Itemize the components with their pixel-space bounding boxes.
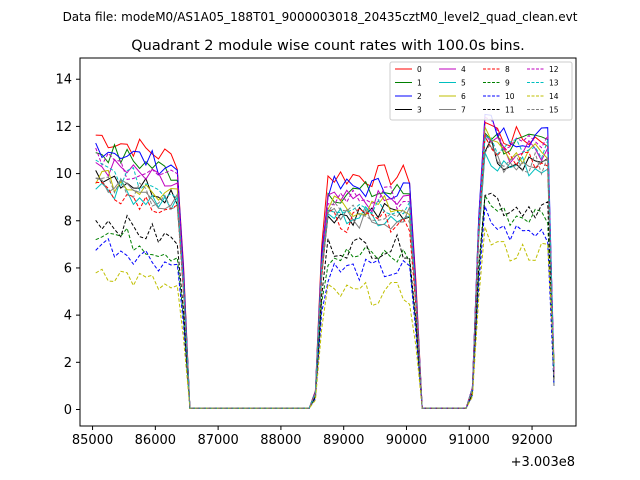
x-tick-label: 91000 (449, 433, 490, 448)
series-line-0 (95, 121, 555, 409)
series-line-10 (95, 206, 555, 409)
series-line-14 (95, 226, 555, 409)
legend-label-15: 15 (549, 106, 559, 115)
x-tick-label: 92000 (511, 433, 552, 448)
legend-label-12: 12 (549, 65, 559, 74)
x-tick-label: 87000 (197, 433, 238, 448)
series-line-5 (95, 150, 555, 409)
series-line-1 (95, 132, 555, 409)
x-tick-label: 90000 (386, 433, 427, 448)
y-tick-label: 8 (64, 214, 72, 229)
chart-title: Quadrant 2 module wise count rates with … (131, 38, 525, 54)
x-offset-label: +3.003e8 (511, 455, 575, 470)
y-axis: 0 2 4 6 8 10 12 14 (55, 73, 80, 418)
x-tick-label: 88000 (260, 433, 301, 448)
y-tick-label: 10 (55, 167, 72, 182)
plot-area (79, 57, 577, 427)
series-line-15 (95, 140, 555, 409)
legend-label-5: 5 (461, 79, 466, 88)
legend-label-13: 13 (549, 79, 559, 88)
x-tick-label: 85000 (72, 433, 113, 448)
series-line-7 (95, 135, 555, 409)
x-tick-label: 89000 (323, 433, 364, 448)
legend-label-8: 8 (505, 65, 510, 74)
y-tick-label: 4 (64, 309, 72, 324)
legend-label-4: 4 (461, 65, 466, 74)
series-line-8 (95, 134, 555, 409)
y-tick-label: 6 (64, 261, 72, 276)
legend-label-3: 3 (417, 106, 422, 115)
y-tick-label: 14 (55, 73, 72, 88)
series-line-2 (95, 113, 555, 409)
y-tick-label: 12 (55, 120, 72, 135)
series-line-11 (95, 192, 555, 409)
series-line-13 (95, 135, 555, 409)
y-tick-label: 2 (64, 356, 72, 371)
series-line-4 (95, 133, 555, 409)
legend-label-2: 2 (417, 92, 422, 101)
suptitle: Data file: modeM0/AS1A05_188T01_90000030… (63, 10, 578, 24)
legend-label-7: 7 (461, 106, 466, 115)
x-tick-label: 86000 (135, 433, 176, 448)
y-tick-label: 0 (64, 403, 72, 418)
legend-label-9: 9 (505, 79, 510, 88)
x-axis: 85000 86000 87000 88000 89000 90000 91000 92000 (72, 426, 553, 448)
legend-label-6: 6 (461, 92, 466, 101)
legend-label-1: 1 (417, 79, 422, 88)
legend-label-10: 10 (505, 92, 515, 101)
legend-label-14: 14 (549, 92, 559, 101)
legend-box (389, 61, 573, 121)
series-line-12 (95, 116, 555, 409)
legend-label-0: 0 (417, 65, 422, 74)
series-line-3 (95, 137, 555, 409)
plot-frame (79, 57, 577, 427)
legend-label-11: 11 (505, 106, 515, 115)
